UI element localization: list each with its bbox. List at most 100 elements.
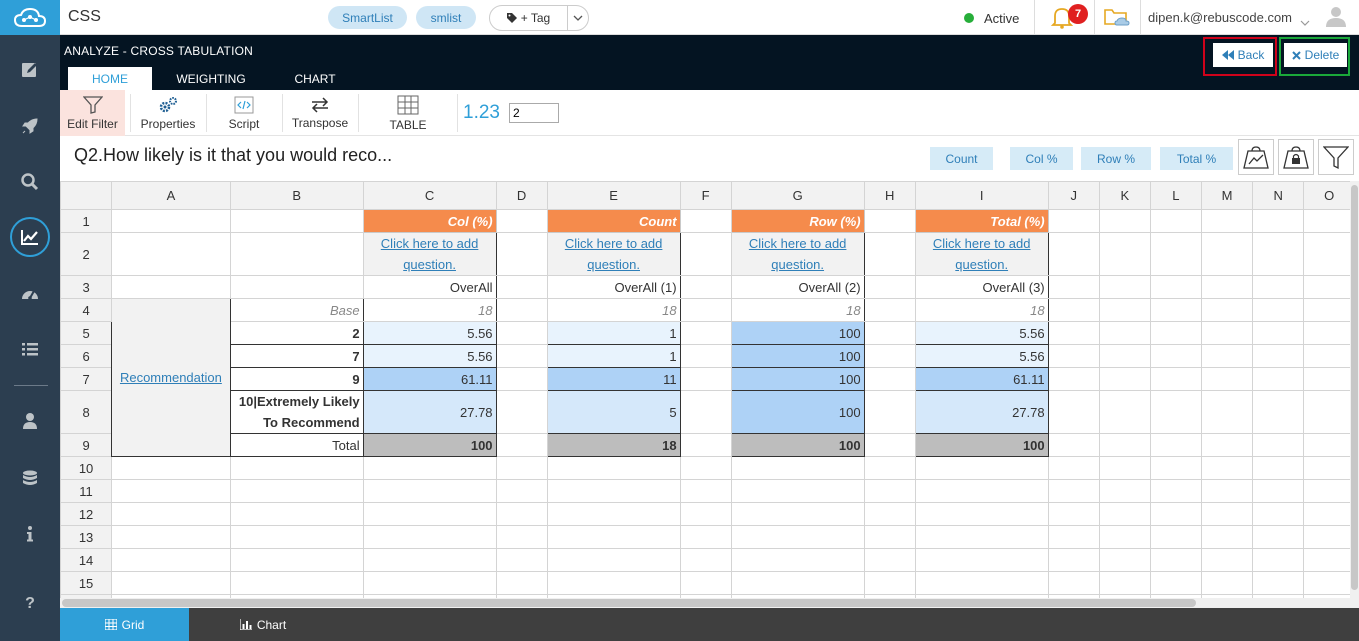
cell[interactable] bbox=[863, 321, 916, 345]
block-header[interactable]: Total (%) bbox=[914, 209, 1049, 233]
cell[interactable] bbox=[1200, 390, 1254, 434]
cell[interactable] bbox=[863, 390, 916, 434]
column-header[interactable]: O bbox=[1303, 181, 1356, 210]
delete-button[interactable]: Delete bbox=[1284, 43, 1347, 67]
column-header[interactable]: E bbox=[546, 181, 681, 210]
cell[interactable] bbox=[111, 209, 231, 233]
cell[interactable] bbox=[1252, 344, 1305, 368]
row-number[interactable]: 7 bbox=[60, 367, 113, 391]
cell[interactable] bbox=[1098, 367, 1151, 391]
overall-cell[interactable]: OverAll (3) bbox=[914, 275, 1049, 299]
cell[interactable] bbox=[863, 232, 916, 276]
cell[interactable] bbox=[1149, 321, 1202, 345]
column-header[interactable]: J bbox=[1047, 181, 1100, 210]
cell[interactable] bbox=[1252, 275, 1305, 299]
row-number[interactable]: 15 bbox=[60, 571, 113, 595]
edit-icon[interactable] bbox=[0, 50, 60, 90]
table-button[interactable]: TABLE bbox=[375, 90, 441, 136]
cell[interactable] bbox=[679, 390, 732, 434]
avatar[interactable] bbox=[1325, 5, 1347, 32]
base-cell[interactable]: 18 bbox=[362, 298, 497, 322]
cell[interactable] bbox=[1047, 367, 1100, 391]
value-cell[interactable]: 5.56 bbox=[914, 344, 1049, 368]
cell[interactable] bbox=[495, 232, 548, 276]
column-header[interactable]: G bbox=[730, 181, 865, 210]
category-label[interactable]: 7 bbox=[229, 344, 364, 368]
row-number[interactable]: 8 bbox=[60, 390, 113, 434]
user-email[interactable]: dipen.k@rebuscode.com bbox=[1148, 10, 1292, 25]
cell[interactable] bbox=[1303, 321, 1356, 345]
rocket-icon[interactable] bbox=[0, 106, 60, 146]
chevron-down-icon[interactable] bbox=[568, 15, 588, 21]
value-cell[interactable]: 100 bbox=[730, 344, 865, 368]
cell[interactable] bbox=[1303, 275, 1356, 299]
cell[interactable] bbox=[1149, 344, 1202, 368]
smlist-pill[interactable]: smlist bbox=[416, 6, 476, 29]
value-cell[interactable]: 1 bbox=[546, 321, 681, 345]
cell[interactable] bbox=[863, 298, 916, 322]
cell[interactable] bbox=[1149, 390, 1202, 434]
cell[interactable] bbox=[111, 275, 231, 299]
category-label[interactable]: 10|Extremely Likely To Recommend bbox=[229, 390, 364, 434]
corner-cell[interactable] bbox=[60, 181, 113, 210]
cell[interactable] bbox=[1098, 298, 1151, 322]
cell[interactable] bbox=[495, 367, 548, 391]
cell[interactable] bbox=[1149, 209, 1202, 233]
column-header[interactable]: I bbox=[914, 181, 1049, 210]
column-header[interactable]: N bbox=[1252, 181, 1305, 210]
overall-cell[interactable]: OverAll (1) bbox=[546, 275, 681, 299]
cloud-logo-icon[interactable] bbox=[0, 0, 60, 35]
cell[interactable] bbox=[679, 433, 732, 457]
tag-button[interactable]: + Tag bbox=[489, 5, 589, 31]
scroll-thumb[interactable] bbox=[1351, 185, 1358, 590]
total-cell[interactable]: 100 bbox=[730, 433, 865, 457]
cell[interactable] bbox=[1303, 298, 1356, 322]
spreadsheet-grid[interactable]: A B C D E F G H I J K L M N O P 1 bbox=[60, 181, 1359, 598]
value-cell[interactable]: 100 bbox=[730, 390, 865, 434]
cell[interactable] bbox=[1098, 433, 1151, 457]
cell[interactable] bbox=[1047, 321, 1100, 345]
cell[interactable] bbox=[679, 209, 732, 233]
row-number[interactable]: 6 bbox=[60, 344, 113, 368]
cell[interactable] bbox=[863, 275, 916, 299]
tab-home[interactable]: HOME bbox=[68, 67, 152, 90]
value-cell[interactable]: 100 bbox=[730, 367, 865, 391]
cell[interactable] bbox=[1252, 232, 1305, 276]
row-number[interactable]: 10 bbox=[60, 456, 113, 480]
row-number[interactable]: 14 bbox=[60, 548, 113, 572]
edit-filter-button[interactable]: Edit Filter bbox=[60, 90, 125, 136]
col-pct-button[interactable]: Col % bbox=[1010, 147, 1073, 170]
cell[interactable] bbox=[1252, 321, 1305, 345]
cell[interactable] bbox=[1149, 367, 1202, 391]
cell[interactable] bbox=[1303, 367, 1356, 391]
cell[interactable] bbox=[1200, 433, 1254, 457]
tab-weighting[interactable]: WEIGHTING bbox=[176, 71, 246, 86]
row-number[interactable]: 13 bbox=[60, 525, 113, 549]
decimal-input[interactable] bbox=[509, 103, 559, 123]
column-header[interactable]: C bbox=[362, 181, 497, 210]
base-cell[interactable]: 18 bbox=[730, 298, 865, 322]
value-cell[interactable]: 100 bbox=[730, 321, 865, 345]
total-cell[interactable]: 100 bbox=[914, 433, 1049, 457]
cell[interactable] bbox=[1047, 344, 1100, 368]
user-icon[interactable] bbox=[0, 401, 60, 441]
overall-cell[interactable]: OverAll bbox=[362, 275, 497, 299]
cell[interactable] bbox=[1098, 321, 1151, 345]
value-cell[interactable]: 5.56 bbox=[362, 321, 497, 345]
add-question-link[interactable]: Click here to add question. bbox=[730, 232, 865, 276]
row-number[interactable]: 1 bbox=[60, 209, 113, 233]
cell[interactable] bbox=[863, 344, 916, 368]
cell[interactable] bbox=[1047, 232, 1100, 276]
info-icon[interactable] bbox=[0, 514, 60, 554]
value-cell[interactable]: 5 bbox=[546, 390, 681, 434]
cell[interactable] bbox=[1200, 344, 1254, 368]
cell[interactable] bbox=[679, 321, 732, 345]
base-label[interactable]: Base bbox=[229, 298, 364, 322]
analytics-icon[interactable] bbox=[10, 217, 50, 257]
cell[interactable] bbox=[1303, 433, 1356, 457]
add-question-link[interactable]: Click here to add question. bbox=[362, 232, 497, 276]
cell[interactable] bbox=[1303, 390, 1356, 434]
cell[interactable] bbox=[679, 298, 732, 322]
folder-cloud-icon[interactable] bbox=[1103, 6, 1131, 33]
cell[interactable] bbox=[1200, 321, 1254, 345]
